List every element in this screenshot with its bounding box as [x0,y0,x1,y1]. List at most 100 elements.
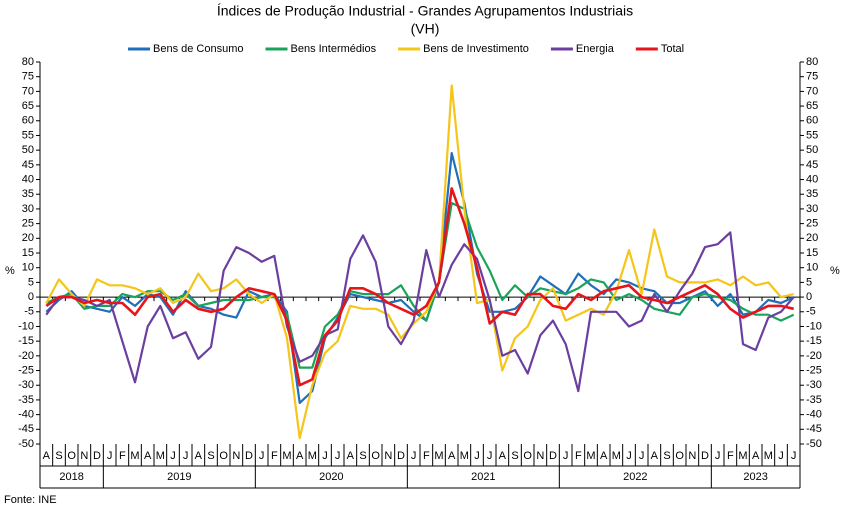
y2-tick-label: 60 [806,115,818,127]
x-tick-label: A [43,450,51,462]
legend-label: Total [661,43,684,55]
y-tick-label: 15 [22,247,34,259]
y-tick-label: 45 [22,159,34,171]
y2-tick-label: -25 [806,364,822,376]
x-tick-label: A [347,450,355,462]
y-tick-label: -15 [18,335,34,347]
x-tick-label: J [335,450,341,462]
x-tick-label: F [727,450,734,462]
x-tick-label: A [144,450,152,462]
y2-tick-label: 75 [806,71,818,83]
legend-label: Energia [576,43,615,55]
x-tick-label: S [359,450,366,462]
y2-tick-label: 20 [806,232,818,244]
y2-tick-label: 50 [806,144,818,156]
y2-tick-label: 65 [806,100,818,112]
x-tick-label: J [791,450,797,462]
y-tick-label: 50 [22,144,34,156]
y2-tick-label: 80 [806,56,818,68]
series-line [45,201,795,369]
y2-tick-label: 45 [806,159,818,171]
x-tick-label: O [523,450,532,462]
y2-tick-label: -50 [806,438,822,450]
y2-tick-label: 25 [806,218,818,230]
x-tick-label: J [170,450,176,462]
y-tick-label: -45 [18,423,34,435]
series-line [45,231,795,393]
y-tick-label: -10 [18,320,34,332]
x-tick-label: M [156,450,165,462]
y2-axis-label: % [830,265,840,277]
x-tick-label: N [384,450,392,462]
y-tick-label: 60 [22,115,34,127]
y-tick-label: -35 [18,394,34,406]
x-tick-label: O [219,450,228,462]
x-tick-label: A [499,450,507,462]
x-tick-label: M [460,450,469,462]
y2-tick-label: 35 [806,188,818,200]
x-tick-label: J [639,450,645,462]
y-axis-label: % [5,265,15,277]
x-tick-label: J [563,450,569,462]
y2-tick-label: -20 [806,350,822,362]
y-tick-label: 20 [22,232,34,244]
y-tick-label: -40 [18,409,34,421]
source: Fonte: INE [4,494,57,506]
y-tick-label: -20 [18,350,34,362]
year-label: 2019 [167,471,191,483]
series-line [45,152,795,404]
x-tick-label: D [549,450,557,462]
y-tick-label: -25 [18,364,34,376]
x-tick-label: A [296,450,304,462]
y2-tick-label: -10 [806,320,822,332]
y2-tick-label: 30 [806,203,818,215]
x-tick-label: J [183,450,189,462]
y2-tick-label: 0 [806,291,812,303]
x-tick-label: M [586,450,595,462]
y2-tick-label: -30 [806,379,822,391]
y-tick-label: 0 [28,291,34,303]
x-tick-label: A [448,450,456,462]
x-tick-label: D [93,450,101,462]
y-tick-label: -50 [18,438,34,450]
legend-label: Bens de Investimento [423,43,529,55]
y-tick-label: 30 [22,203,34,215]
x-tick-label: J [487,450,493,462]
x-tick-label: M [308,450,317,462]
y-tick-label: 75 [22,71,34,83]
x-tick-label: M [282,450,291,462]
x-tick-label: D [701,450,709,462]
x-tick-label: J [778,450,784,462]
series-line [45,187,794,387]
x-tick-label: D [245,450,253,462]
legend-label: Bens Intermédios [291,43,377,55]
x-tick-label: M [434,450,443,462]
x-tick-label: F [423,450,430,462]
y2-tick-label: -40 [806,409,822,421]
year-label: 2023 [743,471,767,483]
x-tick-label: J [411,450,417,462]
x-tick-label: F [119,450,126,462]
x-tick-label: M [738,450,747,462]
y-tick-label: 65 [22,100,34,112]
y-tick-label: 10 [22,262,34,274]
y-tick-label: 80 [22,56,34,68]
y2-tick-label: 5 [806,276,812,288]
y-tick-label: 70 [22,85,34,97]
x-tick-label: A [600,450,608,462]
year-label: 2020 [319,471,343,483]
y-tick-label: 35 [22,188,34,200]
x-tick-label: O [675,450,684,462]
y2-tick-label: 55 [806,129,818,141]
x-tick-label: M [612,450,621,462]
y2-tick-label: 10 [806,262,818,274]
x-tick-label: S [511,450,518,462]
chart-subtitle: (VH) [411,21,440,37]
chart-title: Índices de Produção Industrial - Grandes… [217,3,633,19]
legend-label: Bens de Consumo [153,43,244,55]
year-label: 2021 [471,471,495,483]
x-tick-label: M [130,450,139,462]
x-tick-label: J [715,450,721,462]
x-tick-label: F [271,450,278,462]
